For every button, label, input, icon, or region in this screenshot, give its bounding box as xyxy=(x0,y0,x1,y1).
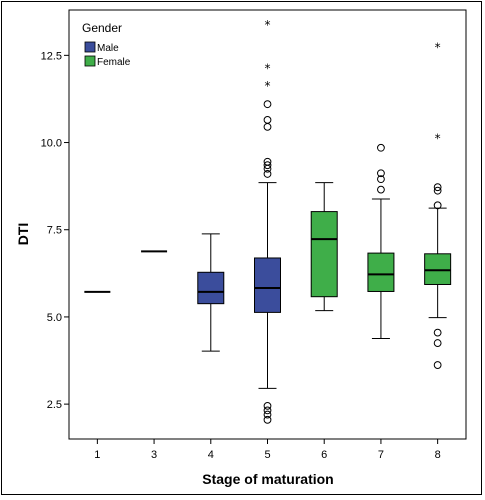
outlier-point xyxy=(263,157,272,166)
extreme-point: * xyxy=(435,41,441,55)
legend-label-male: Male xyxy=(97,43,119,54)
outlier-point xyxy=(263,406,272,415)
y-tick-label: 10.0 xyxy=(41,138,62,150)
box-iqr xyxy=(367,252,395,292)
legend-label-female: Female xyxy=(97,57,131,68)
extreme-point: * xyxy=(435,131,441,145)
y-tick-label: 2.5 xyxy=(47,399,62,411)
outlier-point xyxy=(263,415,272,424)
y-tick-label: 12.5 xyxy=(41,50,62,62)
x-tick-label: 8 xyxy=(435,449,441,461)
legend-swatch-female xyxy=(84,55,96,67)
box-iqr xyxy=(310,211,338,298)
y-tick-label: 5.0 xyxy=(47,312,62,324)
outlier-point xyxy=(433,328,442,337)
x-tick-label: 6 xyxy=(321,449,327,461)
legend: Gender Male Female xyxy=(82,21,131,68)
y-axis-label: DTI xyxy=(15,223,31,246)
outlier-point xyxy=(433,183,442,192)
x-axis-label: Stage of maturation xyxy=(202,471,333,487)
outlier-point xyxy=(263,122,272,131)
outlier-point xyxy=(263,115,272,124)
outlier-point xyxy=(263,100,272,109)
legend-title: Gender xyxy=(82,21,122,35)
outlier-point xyxy=(433,361,442,369)
extreme-point: * xyxy=(265,79,271,93)
outlier-point xyxy=(377,175,385,184)
outlier-point xyxy=(377,169,385,178)
box-iqr xyxy=(424,253,452,285)
outlier-point xyxy=(433,339,442,347)
extreme-point: * xyxy=(265,62,271,76)
outlier-point xyxy=(433,201,442,210)
outlier-point xyxy=(263,161,272,170)
x-tick-label: 1 xyxy=(94,449,100,461)
x-tick-label: 4 xyxy=(208,449,214,461)
legend-swatch-male xyxy=(84,41,96,53)
box-plot-chart: 2.5 5.0 7.5 10.0 12.5 1 3 4 5 6 7 8 * * * * * DTI Stage … xyxy=(15,9,467,487)
x-tick-label: 7 xyxy=(378,449,384,461)
x-tick-label: 5 xyxy=(264,449,270,461)
outlier-point xyxy=(263,410,272,419)
box-iqr xyxy=(197,271,225,305)
outlier-point xyxy=(433,186,442,195)
outlier-point xyxy=(263,170,272,178)
outlier-point xyxy=(377,185,385,194)
chart-frame: 2.5 5.0 7.5 10.0 12.5 1 3 4 5 6 7 8 * * * * * DTI Stage … xyxy=(1,1,482,495)
box-iqr xyxy=(254,257,281,313)
outlier-point xyxy=(377,143,385,152)
outlier-point xyxy=(263,401,272,410)
x-tick-label: 3 xyxy=(151,449,157,461)
extreme-point: * xyxy=(265,18,271,32)
y-tick-label: 7.5 xyxy=(47,225,62,237)
